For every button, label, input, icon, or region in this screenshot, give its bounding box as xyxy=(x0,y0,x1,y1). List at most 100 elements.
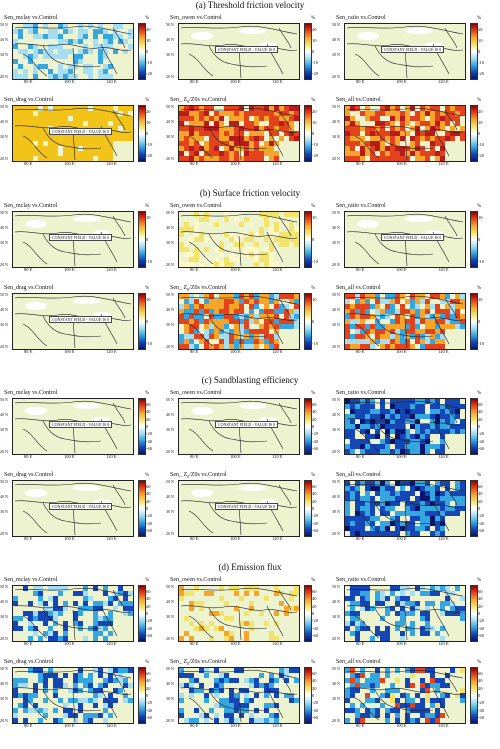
blank-region xyxy=(357,220,379,228)
data-cell xyxy=(355,688,360,693)
data-cell xyxy=(350,304,355,309)
data-cell xyxy=(360,481,365,486)
data-cell xyxy=(450,324,455,329)
data-cell xyxy=(224,106,229,111)
data-cell xyxy=(234,319,239,324)
data-cell xyxy=(48,668,53,673)
data-cell xyxy=(445,496,450,501)
colorbar-tick: 20 xyxy=(312,416,317,422)
data-cell xyxy=(108,116,113,121)
data-cell xyxy=(58,141,63,146)
country-border xyxy=(404,609,408,641)
data-cell xyxy=(184,299,189,304)
data-cell xyxy=(194,601,199,606)
colorbar-tick: 10 xyxy=(312,215,317,220)
data-cell xyxy=(179,304,184,309)
data-cell xyxy=(400,601,405,606)
colorbar-tick: -40 xyxy=(478,520,484,526)
data-cell xyxy=(98,156,103,161)
data-cell xyxy=(435,688,440,693)
data-cell xyxy=(400,324,405,329)
data-cell xyxy=(244,693,249,698)
data-cell xyxy=(214,334,219,339)
data-cell xyxy=(73,688,78,693)
data-cell xyxy=(224,678,229,683)
data-cell xyxy=(350,404,355,409)
china-map: CONSTANT FIELD - VALUE IS 0 xyxy=(344,211,466,268)
data-cell xyxy=(229,136,234,141)
longitude-tick: 80 E xyxy=(24,536,33,541)
latitude-tick: 20 N xyxy=(166,344,174,349)
data-cell xyxy=(88,136,93,141)
data-cell xyxy=(289,136,294,141)
colorbar-unit: % xyxy=(311,660,316,665)
data-cell xyxy=(279,136,284,141)
data-cell xyxy=(284,693,289,698)
data-cell xyxy=(410,329,415,334)
data-cell xyxy=(194,626,199,631)
data-cell xyxy=(289,591,294,596)
longitude-tick: 100 E xyxy=(64,454,75,459)
data-cell xyxy=(239,141,244,146)
longitude-tick: 80 E xyxy=(356,454,365,459)
data-cell xyxy=(224,324,229,329)
country-border xyxy=(14,687,132,695)
country-border xyxy=(112,109,126,131)
data-cell xyxy=(435,334,440,339)
data-cell xyxy=(219,116,224,121)
latitude-tick: 40 N xyxy=(332,37,340,42)
blank-region xyxy=(73,298,101,304)
colorbar-tick: 60 xyxy=(146,402,151,407)
data-cell xyxy=(98,74,103,79)
data-cell xyxy=(93,713,98,718)
data-cell xyxy=(189,339,194,344)
data-cell xyxy=(410,344,415,349)
data-cell xyxy=(229,262,234,267)
data-cell xyxy=(390,136,395,141)
data-cell xyxy=(415,496,420,501)
data-cell xyxy=(209,708,214,713)
data-cell xyxy=(360,344,365,349)
data-cell xyxy=(209,294,214,299)
data-cell xyxy=(350,339,355,344)
data-cell xyxy=(78,611,83,616)
data-cell xyxy=(229,111,234,116)
data-cell xyxy=(355,424,360,429)
data-cell xyxy=(244,611,249,616)
data-cell xyxy=(289,299,294,304)
data-cell xyxy=(415,126,420,131)
colorbar-tick: 40 xyxy=(312,678,317,684)
map-svg xyxy=(345,294,465,349)
data-cell xyxy=(224,708,229,713)
data-cell xyxy=(209,156,214,161)
data-cell xyxy=(405,501,410,506)
data-cell xyxy=(63,69,68,74)
longitude-tick: 100 E xyxy=(64,641,75,646)
data-cell xyxy=(370,136,375,141)
data-cell xyxy=(385,419,390,424)
data-cell xyxy=(365,116,370,121)
data-cell xyxy=(108,141,113,146)
colorbar-tick: 10 xyxy=(146,38,151,43)
data-cell xyxy=(38,636,43,641)
data-cell xyxy=(128,606,133,611)
data-cell xyxy=(440,424,445,429)
longitude-tick: 100 E xyxy=(396,349,407,354)
data-cell xyxy=(128,683,133,688)
data-cell xyxy=(440,491,445,496)
data-cell xyxy=(370,434,375,439)
data-cell xyxy=(380,404,385,409)
data-cell xyxy=(400,693,405,698)
data-cell xyxy=(33,49,38,54)
data-cell xyxy=(48,49,53,54)
data-cell xyxy=(108,611,113,616)
data-cell xyxy=(274,319,279,324)
colorbar-tick: 20 xyxy=(146,27,151,32)
country-border xyxy=(444,297,458,319)
data-cell xyxy=(13,39,18,44)
data-cell xyxy=(375,299,380,304)
data-cell xyxy=(33,146,38,151)
data-cell xyxy=(13,601,18,606)
data-cell xyxy=(234,324,239,329)
data-cell xyxy=(274,126,279,131)
